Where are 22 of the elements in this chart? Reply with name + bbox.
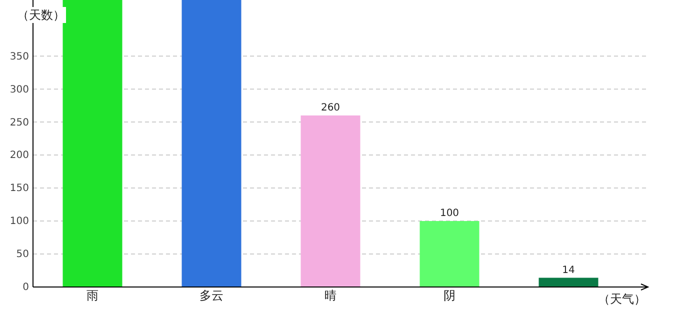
y-tick-label: 0 [22, 282, 29, 294]
y-tick-label: 350 [10, 51, 29, 62]
y-tick-label: 200 [10, 150, 29, 162]
data-label: 14 [562, 264, 575, 276]
y-tick-label: 150 [10, 183, 29, 194]
data-label: 100 [440, 208, 460, 220]
bar [538, 278, 598, 287]
bar [420, 221, 480, 287]
data-label: 260 [320, 102, 340, 114]
x-axis-title: （天气） [598, 292, 646, 306]
x-tick-label: 阴 [444, 288, 456, 303]
x-tick-label: 多云 [200, 288, 224, 303]
bar [300, 115, 360, 287]
bar [62, 0, 122, 287]
x-tick-label: 雨 [86, 288, 98, 303]
y-tick-label: 300 [10, 84, 29, 96]
y-tick-label: 100 [10, 216, 29, 228]
bar [182, 0, 242, 287]
x-tick-label: 晴 [324, 288, 336, 303]
y-axis-title: （天数） [17, 8, 65, 22]
y-tick-label: 250 [10, 117, 29, 128]
y-tick-label: 50 [16, 249, 29, 260]
